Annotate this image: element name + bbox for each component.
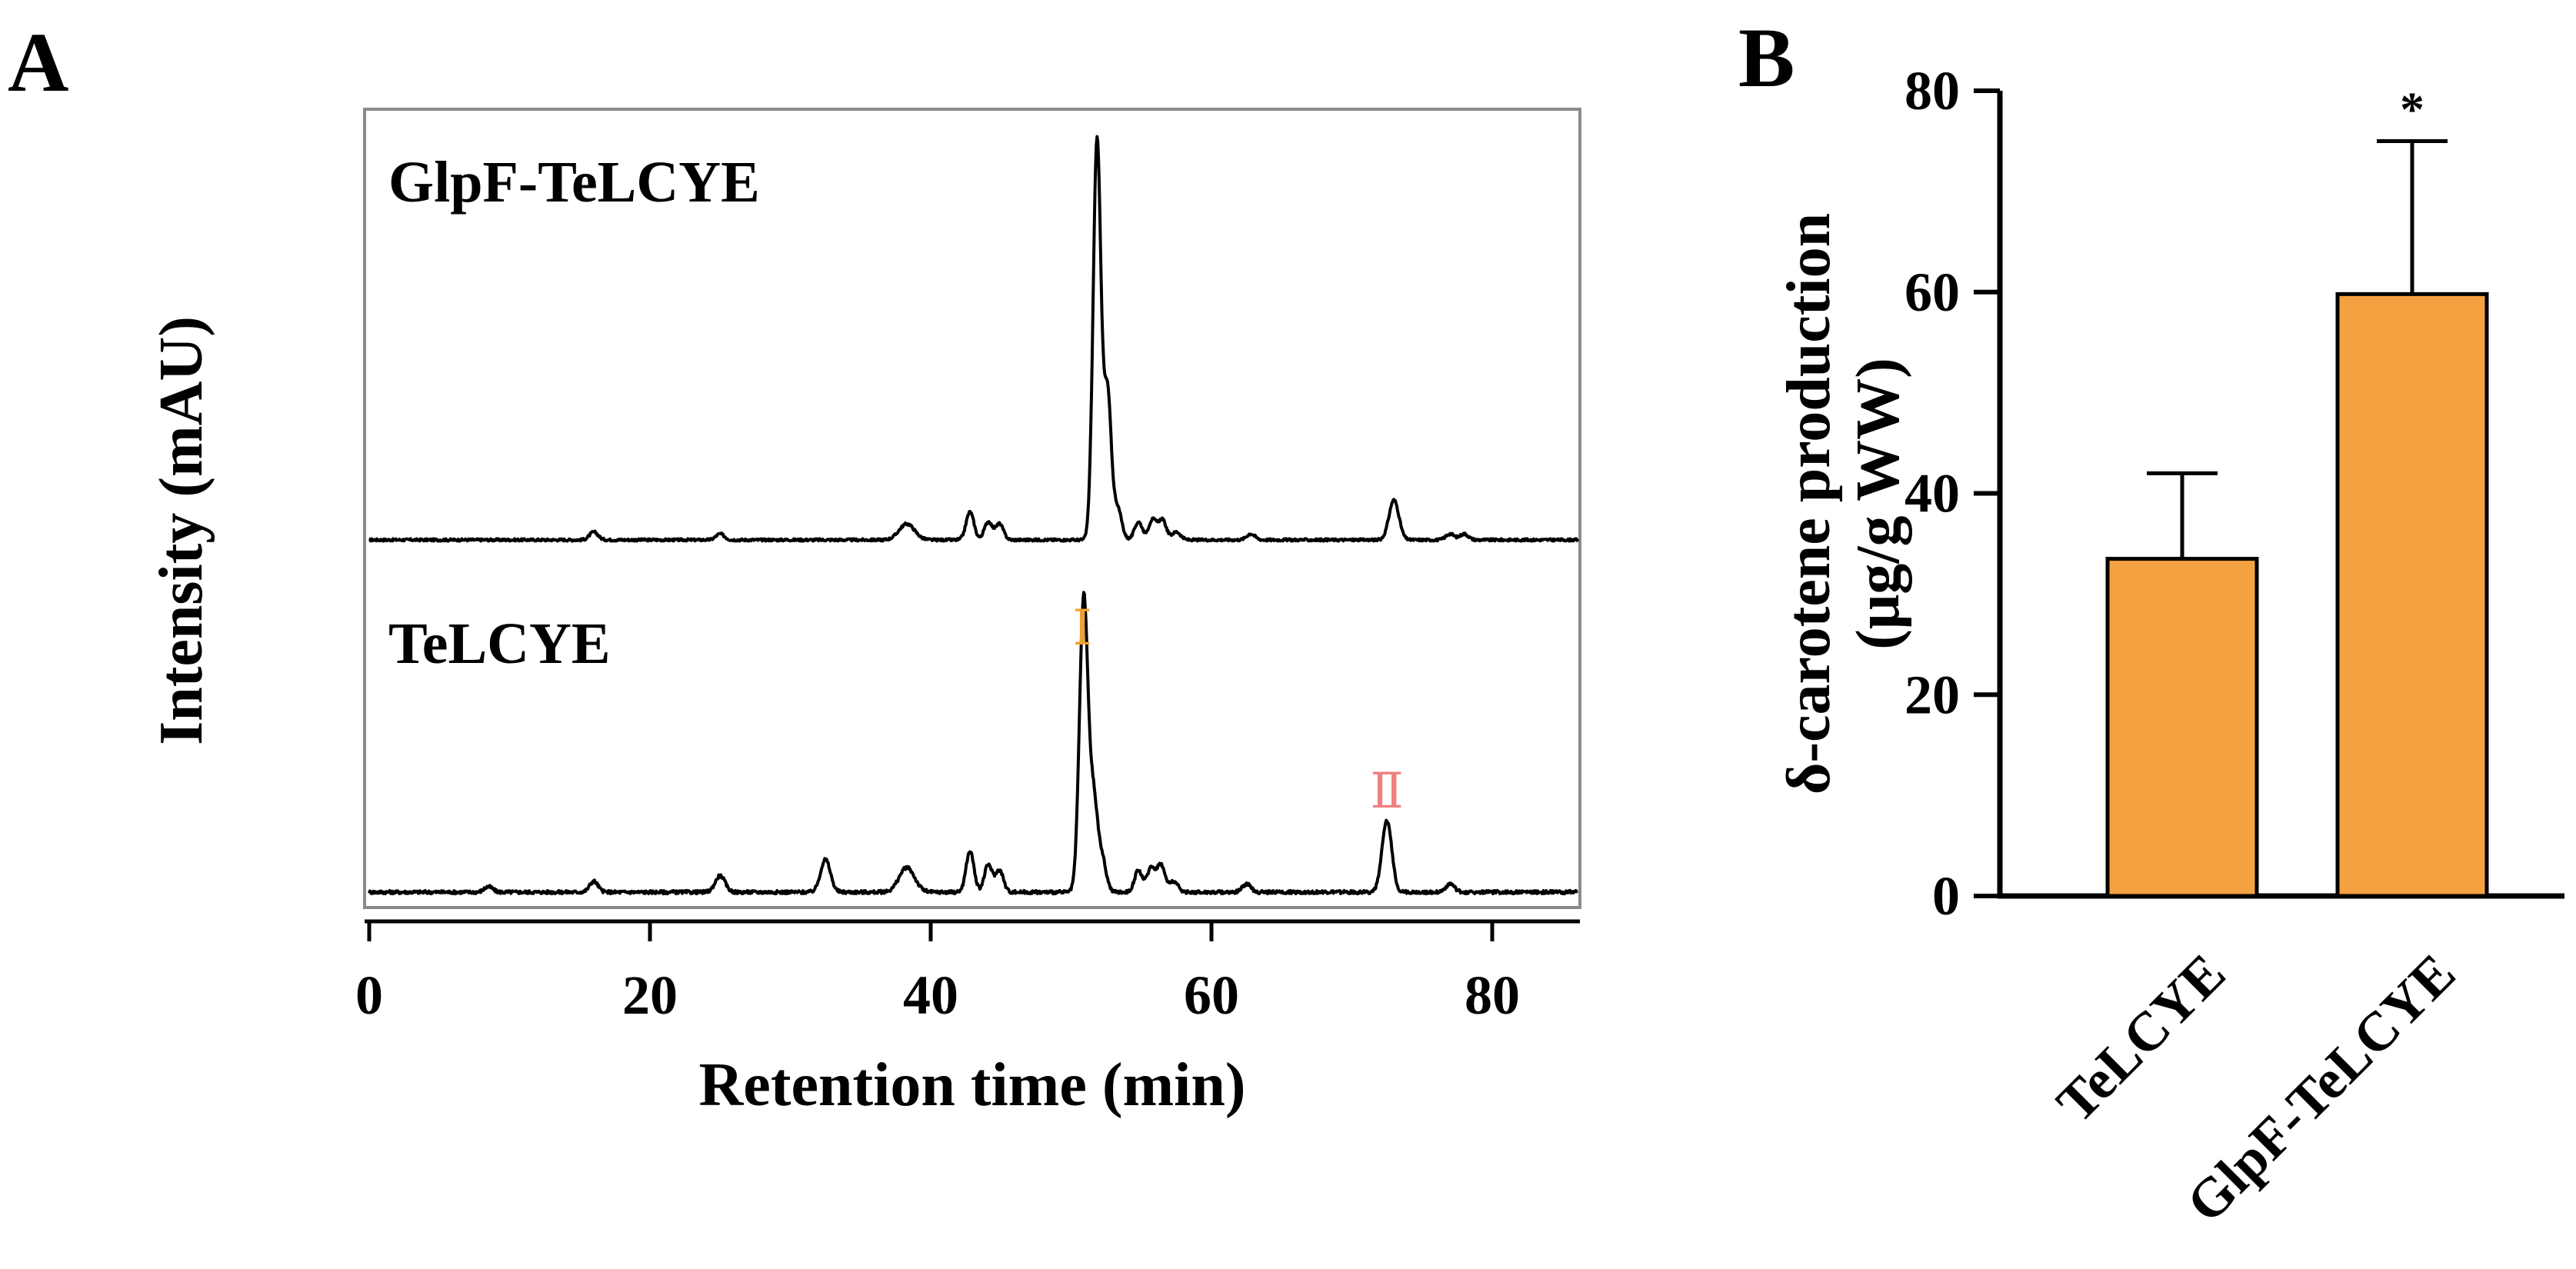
bar-y-tick-label: 20 <box>1905 664 1960 725</box>
bar-y-ticks: 0 20 40 60 80 <box>1905 60 2000 927</box>
peak-label-i: Ⅰ <box>1072 601 1091 655</box>
trace-glpf-telcye <box>368 135 1580 543</box>
bar-annotations: * <box>2400 82 2424 136</box>
chromatogram-x-tick-label: 0 <box>355 964 383 1026</box>
series-label-telcye: TeLCYE <box>388 611 611 676</box>
bar-y-axis-unit: (μg/g WW) <box>1845 358 1912 649</box>
bar-glpf-telcye <box>2335 291 2489 898</box>
bar-error-bars <box>2147 138 2448 559</box>
panel-a: A 0 20 40 60 80 GlpF-TeLCYE TeLCYE Ⅰ Ⅱ Reten… <box>8 15 1581 1119</box>
bar-telcye <box>2105 557 2259 898</box>
chromatogram-frame <box>363 108 1581 909</box>
chromatogram-x-tick-label: 20 <box>622 964 678 1026</box>
bar-y-axis-title: δ-carotene production <box>1775 213 1843 794</box>
panel-a-label: A <box>8 15 68 109</box>
chromatogram-x-tick-label: 40 <box>903 964 958 1026</box>
peak-label-ii: Ⅱ <box>1370 764 1404 818</box>
trace-telcye <box>368 591 1579 896</box>
bar-y-tick-label: 0 <box>1932 865 1960 927</box>
chromatogram-y-axis-title: Intensity (mAU) <box>148 316 215 745</box>
panel-b-label: B <box>1738 11 1795 105</box>
chromatogram-x-ticks: 0 20 40 60 80 <box>355 921 1520 1026</box>
bars <box>2105 291 2489 898</box>
significance-asterisk: * <box>2400 82 2424 136</box>
chromatogram-x-tick-label: 60 <box>1184 964 1239 1026</box>
series-label-glpf-telcye: GlpF-TeLCYE <box>388 150 760 215</box>
chromatogram-x-axis-title: Retention time (min) <box>699 1051 1246 1119</box>
chromatogram-x-tick-label: 80 <box>1465 964 1520 1026</box>
bar-y-tick-label: 80 <box>1905 60 1960 122</box>
bar-y-tick-label: 60 <box>1905 261 1960 323</box>
bar-y-tick-label: 40 <box>1905 463 1960 525</box>
bar-category-label: TeLCYE <box>2044 942 2237 1134</box>
